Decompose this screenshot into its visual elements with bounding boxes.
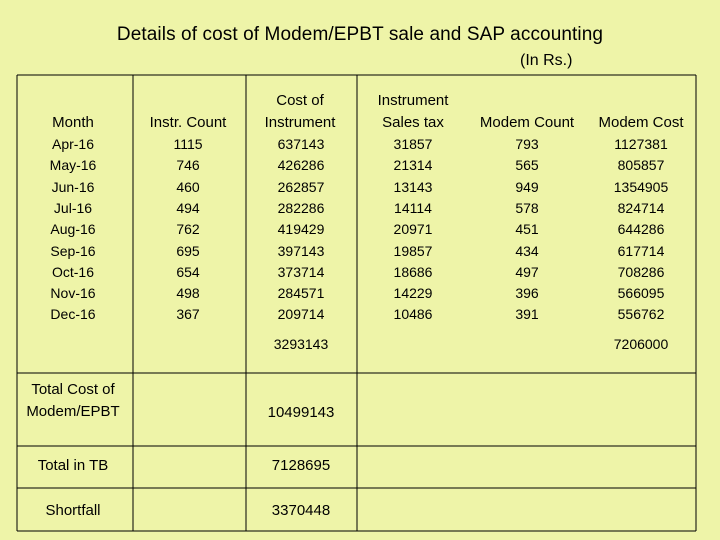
table-cell-modem-cost: 824714 xyxy=(617,199,665,216)
header-modem-cost: Modem Cost xyxy=(598,114,684,131)
table-cell-instr-count: 460 xyxy=(176,178,200,195)
table-cell-modem-count: 434 xyxy=(515,242,539,259)
header-modem-count: Modem Count xyxy=(479,114,575,131)
table-cell-modem-count: 451 xyxy=(515,221,539,238)
table-cell-month: Dec-16 xyxy=(50,306,96,323)
table-cell-tax: 18686 xyxy=(393,263,433,280)
table-cell-modem-count: 949 xyxy=(515,178,539,195)
table-cell-month: Nov-16 xyxy=(50,285,96,302)
table-cell-instr-count: 746 xyxy=(176,157,200,174)
table-cell-tax: 14229 xyxy=(393,285,433,302)
table-cell-instr-count: 498 xyxy=(176,285,200,302)
table-cell-month: Sep-16 xyxy=(50,242,96,259)
table-cell-month: Jun-16 xyxy=(51,178,95,195)
table-cell-instr-count: 494 xyxy=(176,199,200,216)
total-cost-label-line1: Total Cost of xyxy=(31,381,115,398)
table-cell-month: Oct-16 xyxy=(51,263,95,280)
table-cell-cost: 397143 xyxy=(277,242,325,259)
header-instr-count: Instr. Count xyxy=(149,114,227,131)
table-cell-tax: 14114 xyxy=(394,199,432,216)
table-cell-modem-count: 793 xyxy=(515,136,539,152)
table-cell-instr-count: 695 xyxy=(176,242,200,259)
table-cell-modem-cost: 708286 xyxy=(617,263,665,280)
table-cell-modem-cost: 566095 xyxy=(617,285,665,302)
table-cell-tax: 10486 xyxy=(393,306,433,323)
table-cell-instr-count: 654 xyxy=(176,263,200,280)
table-cell-modem-count: 497 xyxy=(515,263,539,280)
table-cell-tax: 19857 xyxy=(393,242,433,259)
shortfall-value: 3370448 xyxy=(271,502,331,519)
table-cell-instr-count: 1115 xyxy=(173,136,203,152)
table-cell-modem-cost: 1127381 xyxy=(614,136,668,152)
table-cell-modem-cost: 644286 xyxy=(617,221,665,238)
table-cell-modem-cost: 617714 xyxy=(617,242,665,259)
unit-label: (In Rs.) xyxy=(520,52,573,69)
total-modem-cost: 7206000 xyxy=(613,336,669,352)
table-cell-cost: 637143 xyxy=(277,136,325,152)
table-cell-modem-cost: 805857 xyxy=(617,157,665,174)
shortfall-label: Shortfall xyxy=(45,502,101,519)
header-cost-instrument-line1: Cost of xyxy=(276,92,324,109)
total-tb-value: 7128695 xyxy=(271,457,331,474)
table-cell-modem-count: 565 xyxy=(515,157,539,174)
table-cell-month: Aug-16 xyxy=(50,221,96,238)
table-cell-modem-count: 391 xyxy=(515,306,539,323)
table-cell-cost: 284571 xyxy=(277,285,325,302)
table-cell-cost: 262857 xyxy=(277,178,325,195)
table-cell-modem-count: 578 xyxy=(515,199,539,216)
table-cell-tax: 13143 xyxy=(393,178,433,195)
total-cost-label-line2: Modem/EPBT xyxy=(26,403,120,420)
table-cell-modem-cost: 556762 xyxy=(617,306,665,323)
table-cell-modem-count: 396 xyxy=(515,285,539,302)
table-cell-month: Apr-16 xyxy=(51,136,95,152)
table-cell-cost: 282286 xyxy=(277,199,325,216)
table-cell-instr-count: 367 xyxy=(176,306,200,323)
total-tb-label: Total in TB xyxy=(37,457,109,474)
table-cell-tax: 21314 xyxy=(393,157,433,174)
table-cell-cost: 426286 xyxy=(277,157,325,174)
total-cost-instrument: 3293143 xyxy=(273,336,329,352)
total-cost-value: 10499143 xyxy=(267,404,335,421)
table-cell-tax: 20971 xyxy=(393,221,433,238)
header-cost-instrument-line2: Instrument xyxy=(264,114,336,131)
table-cell-month: Jul-16 xyxy=(53,199,93,216)
table-cell-cost: 419429 xyxy=(277,221,325,238)
table-cell-instr-count: 762 xyxy=(176,221,200,238)
table-cell-month: May-16 xyxy=(49,157,97,174)
table-cell-modem-cost: 1354905 xyxy=(613,178,669,195)
table-cell-tax: 31857 xyxy=(393,136,433,152)
header-month: Month xyxy=(52,114,94,131)
header-sales-tax-line2: Sales tax xyxy=(382,114,444,131)
document-title: Details of cost of Modem/EPBT sale and S… xyxy=(116,24,604,45)
table-cell-cost: 373714 xyxy=(277,263,325,280)
table-cell-cost: 209714 xyxy=(277,306,325,323)
header-sales-tax-line1: Instrument xyxy=(377,92,449,109)
